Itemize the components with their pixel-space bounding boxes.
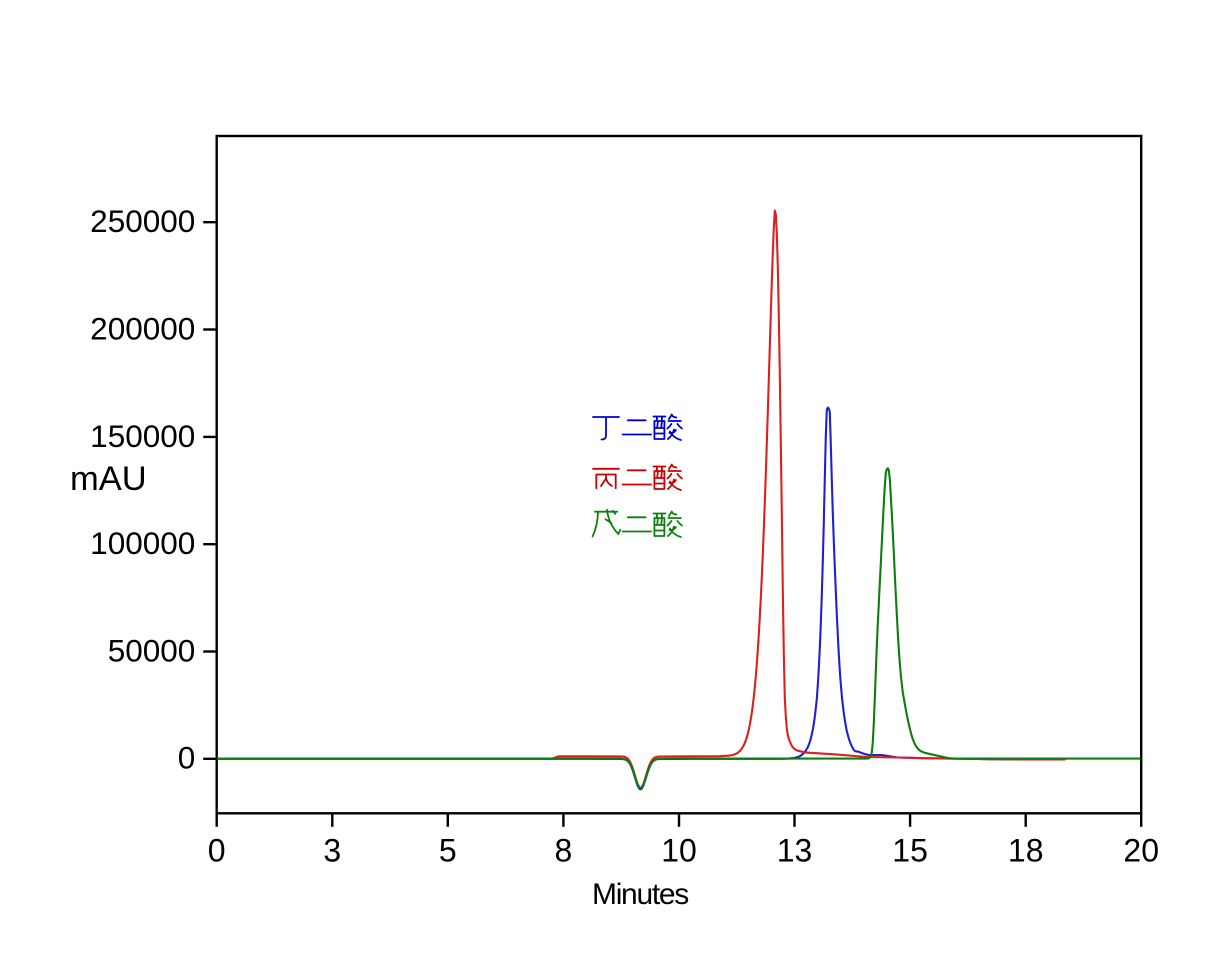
- svg-text:8: 8: [555, 833, 573, 869]
- svg-text:10: 10: [661, 833, 697, 869]
- svg-text:20: 20: [1123, 833, 1159, 869]
- svg-text:0: 0: [208, 833, 226, 869]
- svg-text:100000: 100000: [90, 525, 195, 561]
- svg-text:mAU: mAU: [70, 460, 147, 498]
- svg-text:3: 3: [323, 833, 341, 869]
- svg-text:50000: 50000: [108, 632, 196, 668]
- svg-text:250000: 250000: [90, 203, 195, 239]
- svg-text:200000: 200000: [90, 310, 195, 346]
- svg-text:13: 13: [777, 833, 813, 869]
- svg-text:150000: 150000: [90, 418, 195, 454]
- svg-text:Minutes: Minutes: [592, 878, 688, 911]
- svg-text:0: 0: [178, 740, 196, 776]
- svg-text:15: 15: [892, 833, 928, 869]
- svg-text:18: 18: [1008, 833, 1044, 869]
- svg-text:5: 5: [439, 833, 457, 869]
